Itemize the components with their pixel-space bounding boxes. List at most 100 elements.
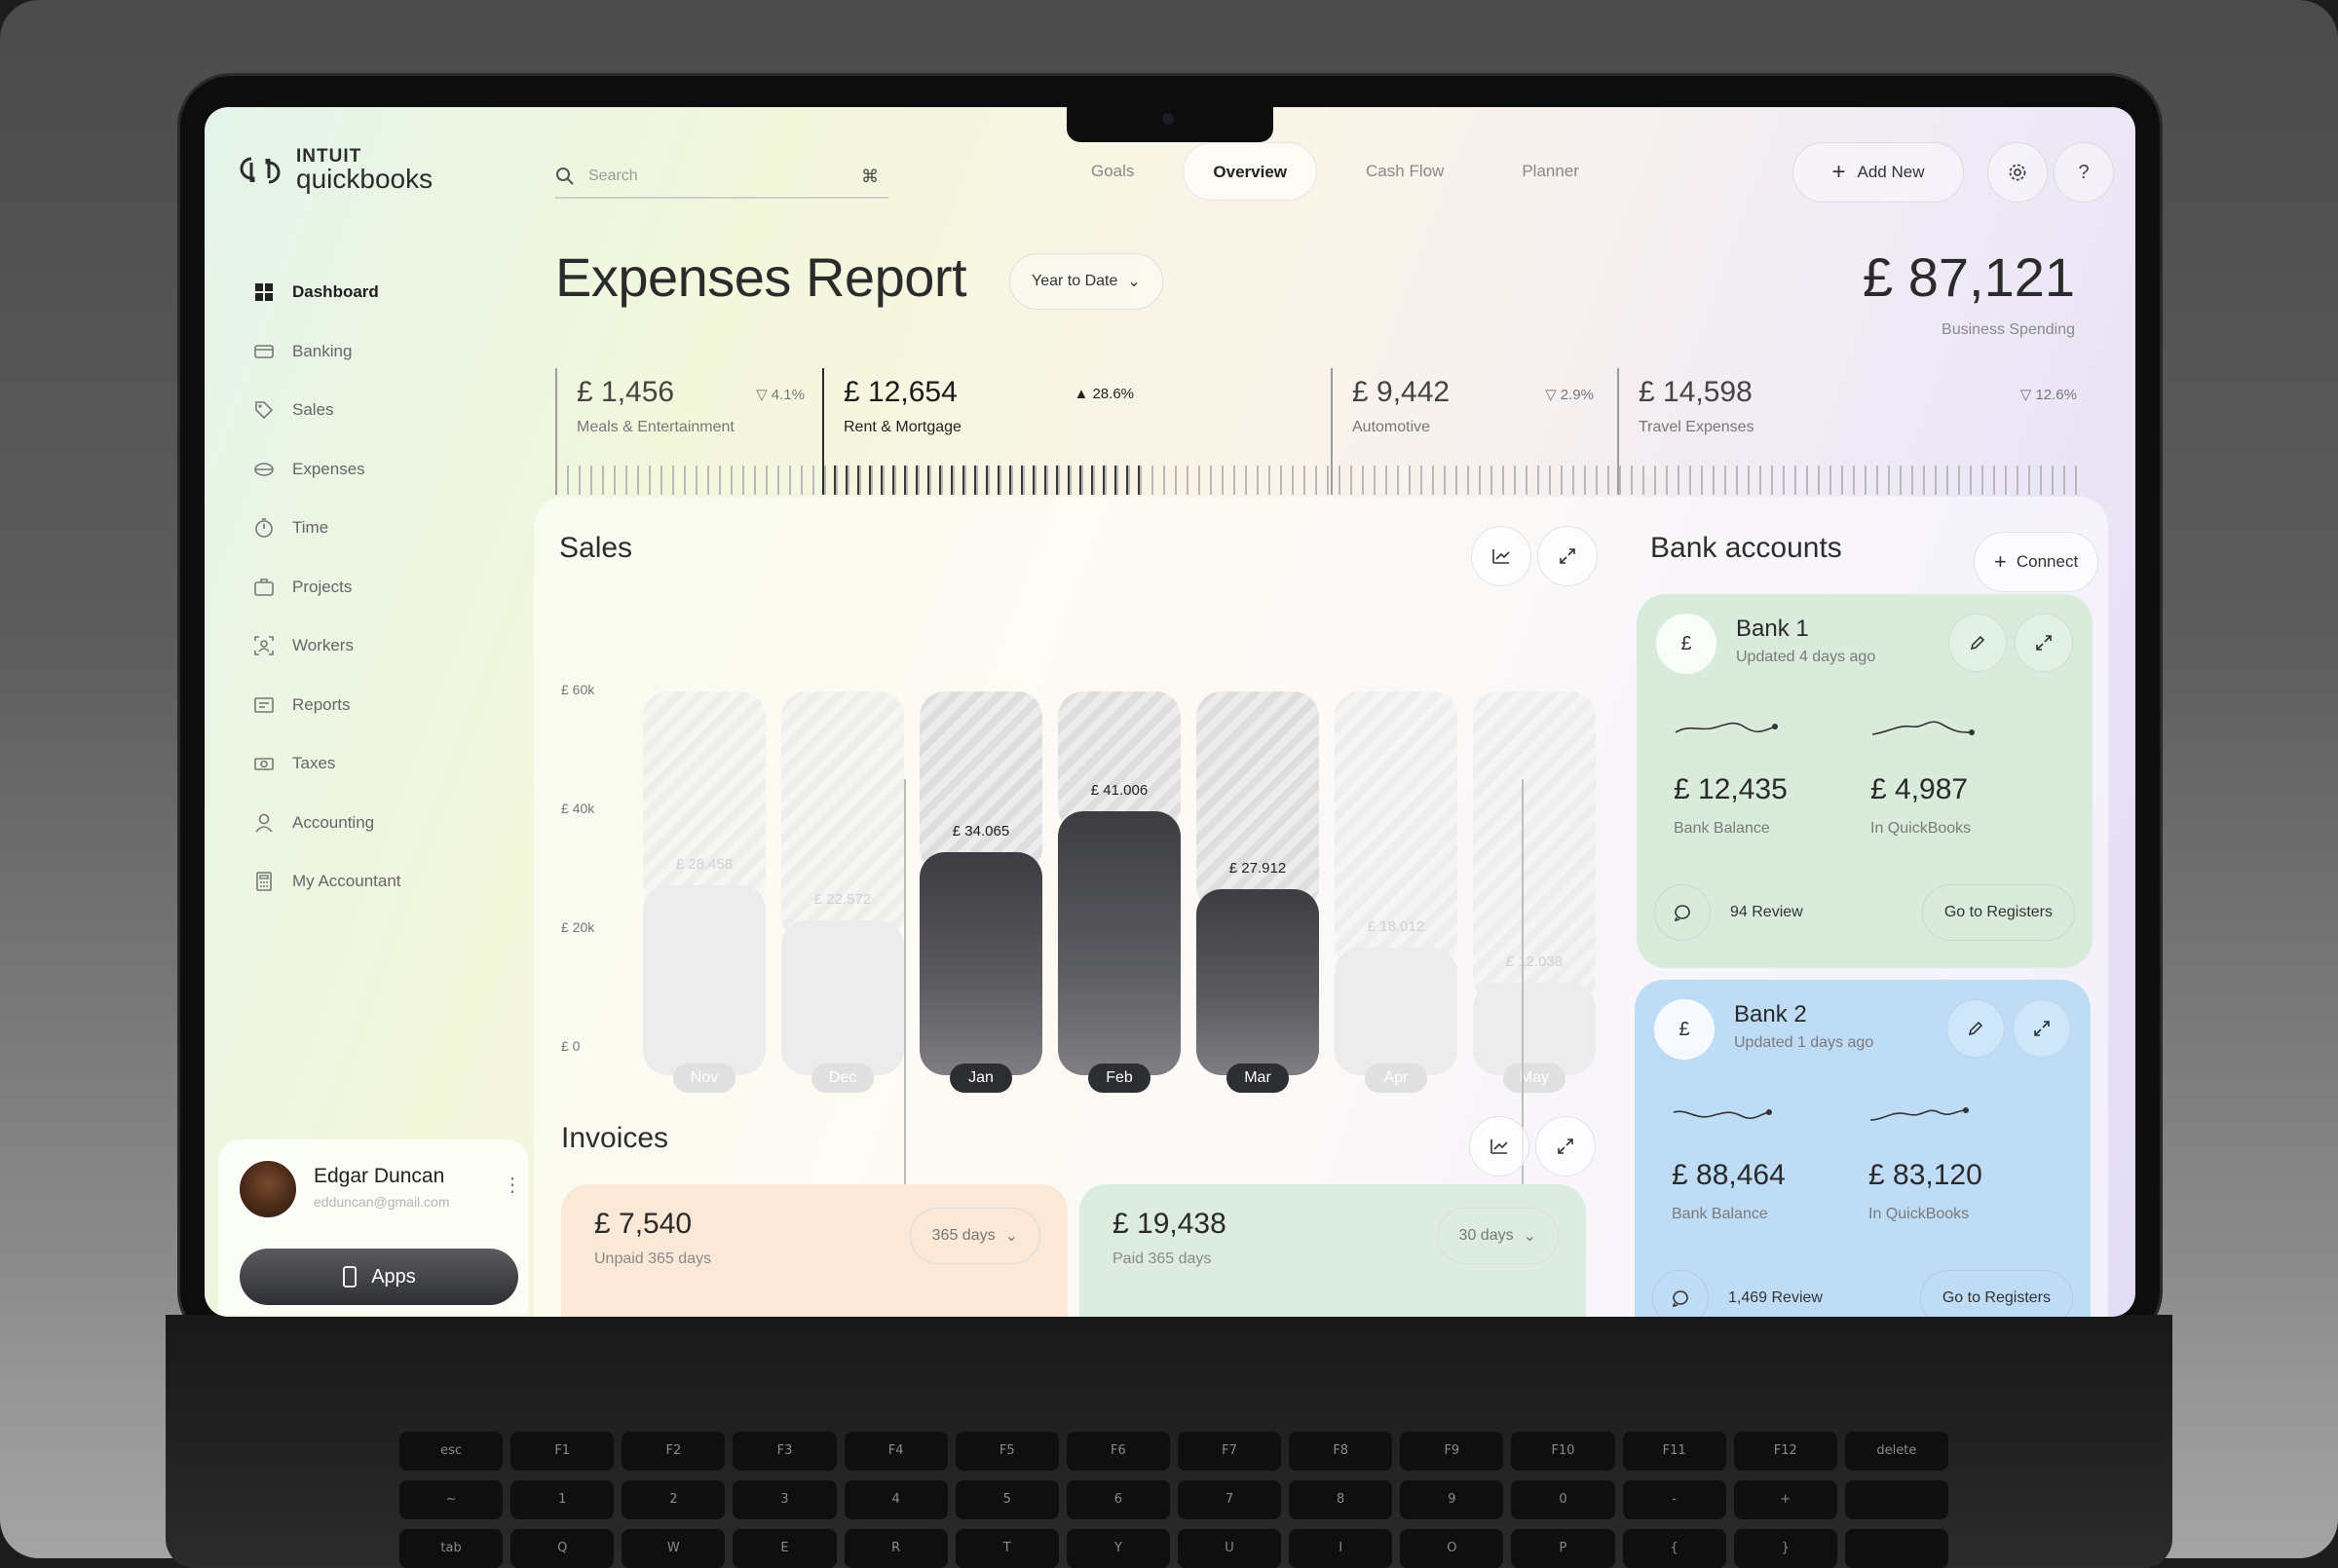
keyboard-key [1844, 1480, 1948, 1519]
sidebar-item-label: Reports [292, 694, 351, 714]
app-screen: INTUIT quickbooks Dashboard Banking Sale… [205, 107, 2135, 1317]
sidebar-item-accounting[interactable]: Accounting [253, 794, 401, 853]
tab-overview[interactable]: Overview [1183, 142, 1318, 201]
user-email: edduncan@gmail.com [314, 1194, 450, 1210]
sidebar-item-banking[interactable]: Banking [253, 322, 401, 382]
invoice-range-dropdown[interactable]: 365 days ⌄ [909, 1208, 1040, 1264]
keyboard-key: 6 [1066, 1480, 1170, 1519]
balance-sparkline [1675, 722, 1778, 733]
bar-data-label: £ 27.912 [1228, 859, 1287, 877]
person-scan-icon [254, 636, 274, 656]
briefcase-icon [254, 578, 274, 596]
sidebar-item-taxes[interactable]: Taxes [253, 734, 401, 794]
bar-value-fill [920, 852, 1042, 1075]
keyboard-key: O [1400, 1529, 1504, 1568]
apps-button[interactable]: Apps [240, 1249, 518, 1305]
stats-tick-scale [555, 466, 2077, 495]
bank-balance: £ 88,464 [1672, 1159, 1786, 1191]
stat-change: ▲ 28.6% [1074, 386, 1134, 402]
stat-travel[interactable]: £ 14,598 Travel Expenses ▽ 12.6% [1617, 368, 2077, 495]
keyboard-key: 8 [1289, 1480, 1393, 1519]
expand-icon [2036, 635, 2052, 651]
user-name: Edgar Duncan [314, 1165, 445, 1187]
edit-button[interactable] [1946, 999, 2005, 1058]
expand-icon [1558, 1139, 1573, 1154]
expand-button[interactable] [2015, 614, 2073, 672]
bank-card-2[interactable]: £ Bank 2 Updated 1 days ago £ 88,464 Ban… [1635, 980, 2091, 1317]
grid-icon [255, 283, 273, 302]
keyboard-key: 7 [1177, 1480, 1282, 1519]
keyboard-key: Q [510, 1529, 615, 1568]
qb-logo-icon [240, 157, 281, 184]
bar-remaining-hatch [643, 691, 766, 908]
keyboard-key: F8 [1289, 1432, 1393, 1471]
invoice-range-dropdown[interactable]: 30 days ⌄ [1436, 1208, 1559, 1264]
invoice-card-unpaid[interactable]: £ 7,540 Unpaid 365 days 365 days ⌄ [561, 1184, 1068, 1317]
connect-button[interactable]: + Connect [1974, 532, 2099, 592]
settings-button[interactable] [1987, 142, 2048, 203]
chevron-down-icon: ⌄ [1004, 1228, 1018, 1245]
more-vertical-icon[interactable]: ⋮ [503, 1175, 522, 1196]
sidebar-item-label: Dashboard [292, 282, 379, 302]
sidebar-item-reports[interactable]: Reports [253, 676, 401, 735]
tab-goals[interactable]: Goals [1091, 162, 1135, 180]
search-input[interactable]: Search ⌘ [555, 156, 888, 199]
stat-automotive[interactable]: £ 9,442 Automotive ▽ 2.9% [1331, 368, 1603, 495]
gear-icon [2009, 164, 2026, 181]
sidebar-item-my-accountant[interactable]: My Accountant [253, 852, 401, 912]
wallet-icon [254, 462, 274, 476]
sidebar-item-projects[interactable]: Projects [253, 558, 401, 617]
review-button[interactable]: 94 Review [1654, 884, 1803, 941]
keyboard-key: I [1289, 1529, 1393, 1568]
bank-card-1[interactable]: £ Bank 1 Updated 4 days ago £ 12,435 Ban… [1637, 594, 2093, 968]
bank-balance: £ 12,435 [1674, 773, 1788, 805]
quickbooks-logo[interactable]: INTUIT quickbooks [240, 147, 433, 193]
tab-cash-flow[interactable]: Cash Flow [1366, 162, 1445, 180]
stat-label: Rent & Mortgage [844, 419, 962, 435]
sales-chart: £ 60k £ 40k £ 20k £ 0 £ 28.458 Nov £ 22.57… [534, 497, 1596, 1093]
x-tick-label: Nov [673, 1064, 735, 1093]
bar-value-fill [781, 920, 904, 1075]
sidebar-item-label: Workers [292, 636, 354, 655]
sidebar-item-time[interactable]: Time [253, 499, 401, 558]
x-tick-label: May [1503, 1064, 1565, 1093]
stat-rent[interactable]: £ 12,654 Rent & Mortgage ▲ 28.6% [822, 368, 1144, 495]
keyboard-key: F7 [1177, 1432, 1282, 1471]
stat-meals[interactable]: £ 1,456 Meals & Entertainment ▽ 4.1% [555, 368, 822, 495]
invoices-trend-button[interactable] [1469, 1116, 1529, 1176]
invoice-card-paid[interactable]: £ 19,438 Paid 365 days 30 days ⌄ [1079, 1184, 1586, 1317]
tab-planner[interactable]: Planner [1522, 162, 1579, 180]
keyboard-key: 0 [1511, 1480, 1615, 1519]
keyboard-key: F3 [733, 1432, 837, 1471]
x-tick-label: Mar [1226, 1064, 1289, 1093]
review-button[interactable]: 1,469 Review [1652, 1270, 1823, 1317]
trend-icon [1490, 1139, 1508, 1154]
sidebar-item-expenses[interactable]: Expenses [253, 440, 401, 500]
expand-icon [2034, 1021, 2050, 1036]
pencil-icon [1970, 635, 1985, 651]
person-icon [255, 813, 273, 833]
invoice-value: £ 7,540 [594, 1208, 693, 1240]
x-tick-label: Dec [811, 1064, 874, 1093]
sidebar-item-dashboard[interactable]: Dashboard [253, 263, 401, 322]
expand-button[interactable] [2013, 999, 2071, 1058]
edit-button[interactable] [1948, 614, 2007, 672]
period-dropdown[interactable]: Year to Date ⌄ [1009, 253, 1163, 310]
sidebar-item-sales[interactable]: Sales [253, 381, 401, 440]
balance-sparkline [1673, 1109, 1772, 1119]
sales-trend-button[interactable] [1471, 526, 1531, 586]
go-to-registers-button[interactable]: Go to Registers [1919, 1270, 2073, 1317]
quickbooks-balance: £ 4,987 [1870, 773, 1969, 805]
keyboard-key: ~ [399, 1480, 504, 1519]
invoices-expand-button[interactable] [1535, 1116, 1596, 1176]
avatar[interactable] [238, 1159, 298, 1219]
keyboard-key: W [622, 1529, 726, 1568]
chevron-down-icon: ⌄ [1127, 274, 1141, 290]
sales-expand-button[interactable] [1537, 526, 1598, 586]
help-button[interactable]: ? [2054, 142, 2114, 203]
bar-data-label: £ 22.572 [813, 891, 872, 909]
apps-label: Apps [371, 1265, 416, 1288]
add-new-button[interactable]: + Add New [1792, 142, 1964, 203]
sidebar-item-workers[interactable]: Workers [253, 616, 401, 676]
go-to-registers-button[interactable]: Go to Registers [1921, 884, 2075, 941]
